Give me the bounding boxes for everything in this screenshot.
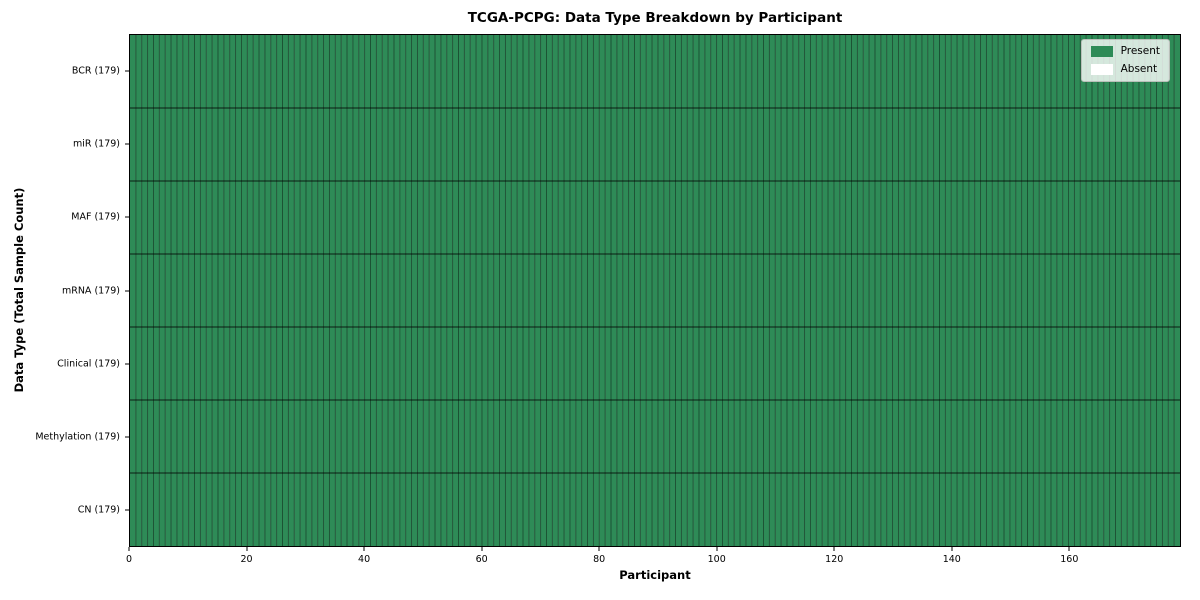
- x-tick-label: 20: [240, 554, 253, 565]
- y-tick-label-mrna: mRNA (179): [61, 285, 120, 296]
- x-tick-mark: [833, 547, 835, 551]
- legend-label-absent: Absent: [1120, 62, 1158, 75]
- y-tick-mark: [125, 509, 129, 511]
- x-tick-label: 100: [707, 554, 726, 565]
- y-tick-label-maf: MAF (179): [71, 211, 120, 223]
- y-tick-mark: [125, 363, 129, 365]
- y-tick-label-mir: miR (179): [72, 138, 120, 150]
- x-tick-mark: [951, 547, 953, 551]
- x-tick-mark: [246, 547, 248, 551]
- x-tick-mark: [128, 547, 130, 551]
- legend-item-absent: Absent: [1090, 62, 1160, 76]
- x-tick-label: 120: [825, 554, 844, 565]
- y-tick-mark: [125, 70, 129, 72]
- x-tick-mark: [1068, 547, 1070, 551]
- legend-swatch-absent: [1090, 63, 1113, 75]
- y-tick-label-methylation: Methylation (179): [35, 431, 120, 443]
- y-tick-mark: [125, 436, 129, 438]
- legend-item-present: Present: [1090, 45, 1160, 58]
- y-tick-label-clinical: Clinical (179): [57, 358, 120, 370]
- y-tick-mark: [125, 216, 129, 218]
- legend-label-present: Present: [1120, 45, 1160, 57]
- legend: Present Absent: [1080, 39, 1170, 83]
- y-tick-mark: [125, 290, 129, 291]
- x-tick-mark: [363, 547, 365, 551]
- heatmap-grid: [130, 35, 1180, 546]
- x-axis-label: Participant: [619, 568, 691, 582]
- chart-title: TCGA-PCPG: Data Type Breakdown by Partic…: [467, 10, 843, 26]
- x-tick-label: 80: [593, 554, 606, 565]
- x-axis-ticks: 0 20 40 60 80 100 120 140 160: [125, 547, 1181, 571]
- x-tick-mark: [481, 547, 483, 551]
- x-tick-label: 140: [942, 554, 961, 565]
- x-tick-mark: [598, 547, 600, 551]
- legend-swatch-present: [1090, 46, 1113, 58]
- x-tick-label: 60: [475, 554, 488, 565]
- plot-area: Present Absent: [129, 34, 1181, 547]
- y-axis-ticks: BCR (179) miR (179) MAF (179) mRNA (179) Cli…: [0, 34, 129, 547]
- x-tick-mark: [716, 547, 718, 551]
- x-tick-label: 160: [1060, 554, 1079, 565]
- y-tick-label-bcr: BCR (179): [71, 65, 120, 77]
- x-tick-label: 0: [125, 554, 133, 565]
- x-tick-label: 40: [358, 554, 371, 565]
- y-tick-mark: [125, 143, 129, 145]
- y-tick-label-cn: CN (179): [77, 504, 120, 516]
